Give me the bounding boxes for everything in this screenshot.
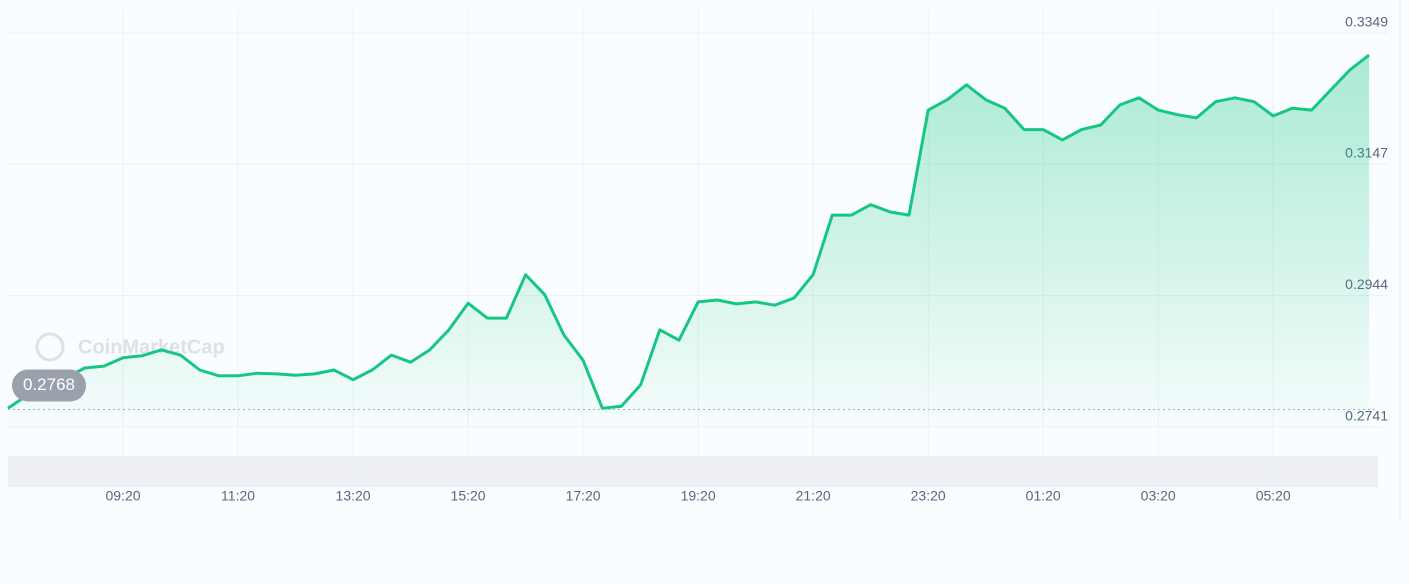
x-tick-label: 23:20 (911, 488, 946, 504)
watermark-text: CoinMarketCap (78, 336, 225, 358)
area-fill (8, 55, 1370, 427)
watermark: CoinMarketCap (35, 332, 225, 362)
x-tick-label: 15:20 (451, 488, 486, 504)
y-tick-label: 0.3349 (1345, 14, 1388, 30)
x-tick-label: 17:20 (566, 488, 601, 504)
x-tick-label: 11:20 (221, 488, 255, 504)
x-tick-label: 03:20 (1141, 488, 1176, 504)
x-tick-label: 13:20 (336, 488, 371, 504)
price-badge (12, 369, 86, 402)
x-tick-label: 01:20 (1026, 488, 1061, 504)
price-badge-label: 0.2768 (23, 375, 75, 394)
watermark-logo (35, 332, 65, 362)
x-tick-label: 05:20 (1256, 488, 1291, 504)
volume-band (8, 456, 1378, 487)
x-tick-label: 09:20 (105, 488, 140, 504)
price-line (7, 53, 1371, 410)
x-tick-label: 21:20 (796, 488, 831, 504)
x-tick-label: 19:20 (681, 488, 716, 504)
